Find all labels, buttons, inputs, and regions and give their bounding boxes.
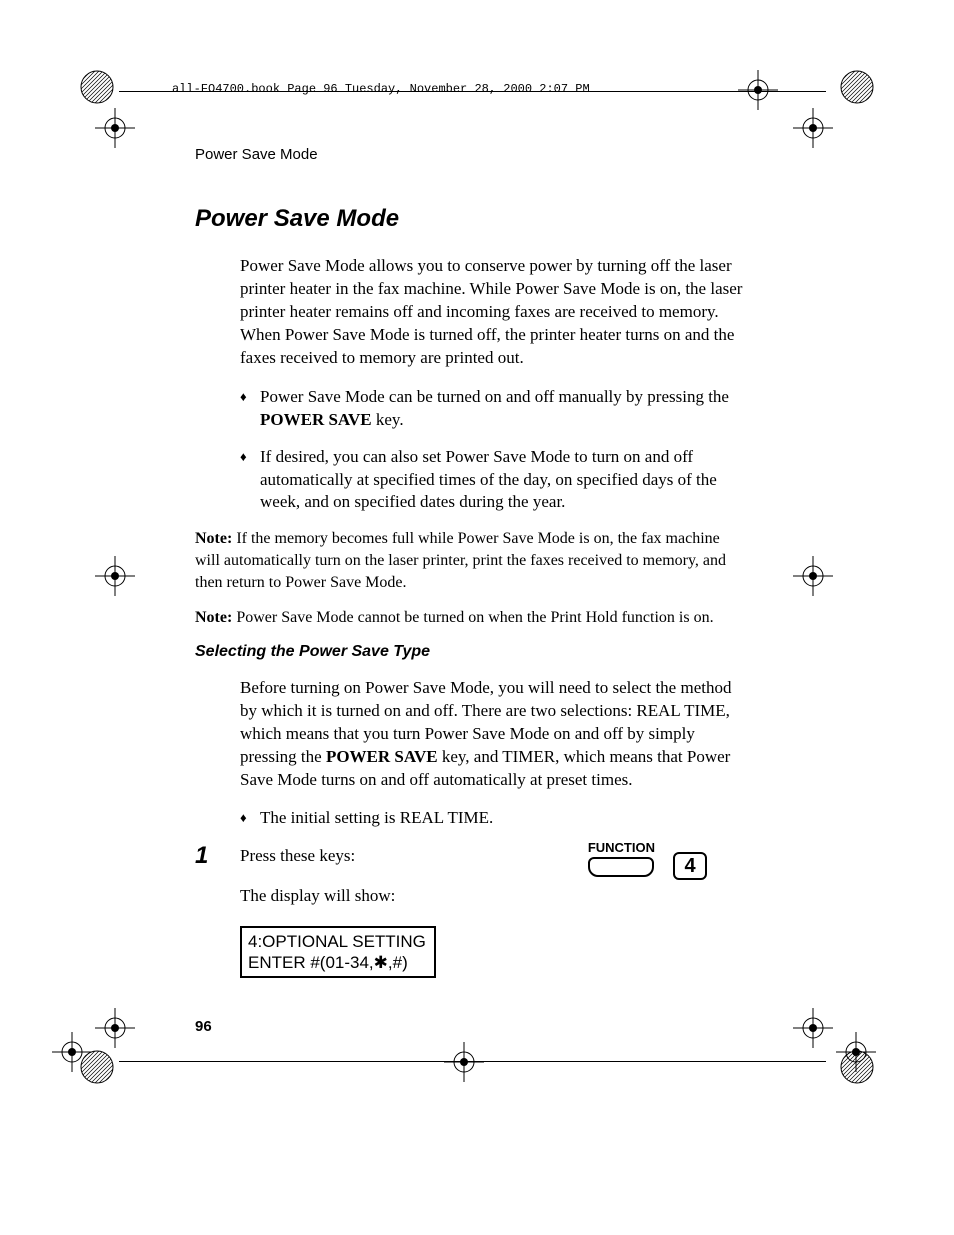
print-mark-icon [840,70,874,104]
registration-mark-icon [793,108,833,148]
registration-mark-icon [793,1008,833,1048]
bullet-item: If desired, you can also set Power Save … [240,446,747,515]
step-row: 1 Press these keys: The display will sho… [195,844,747,978]
registration-mark-icon [836,1032,876,1072]
registration-mark-icon [738,70,778,110]
bullet-list-1: Power Save Mode can be turned on and off… [240,386,747,515]
print-mark-icon [80,70,114,104]
page-number: 96 [195,1018,212,1035]
note-text: If the memory becomes full while Power S… [195,530,726,590]
bullet-list-2: The initial setting is REAL TIME. [240,807,747,830]
subhead-paragraph: Before turning on Power Save Mode, you w… [240,677,747,792]
intro-paragraph: Power Save Mode allows you to conserve p… [240,255,747,370]
subheading: Selecting the Power Save Type [195,643,747,661]
step-number: 1 [195,844,240,868]
note-paragraph: Note: If the memory becomes full while P… [195,528,747,593]
registration-mark-icon [793,556,833,596]
function-key-label: FUNCTION [588,840,655,855]
content-area: Power Save Mode Power Save Mode allows y… [195,205,747,978]
note-label: Note: [195,530,232,547]
registration-mark-icon [95,556,135,596]
book-meta-line: all-FO4700.book Page 96 Tuesday, Novembe… [172,82,590,96]
registration-mark-icon [95,1008,135,1048]
step-instruction: The display will show: [240,884,747,908]
display-line: 4:OPTIONAL SETTING [248,931,426,952]
function-key-icon: FUNCTION [588,840,655,877]
note-paragraph: Note: Power Save Mode cannot be turned o… [195,607,747,629]
registration-mark-icon [95,108,135,148]
page: all-FO4700.book Page 96 Tuesday, Novembe… [0,0,954,1235]
running-header: Power Save Mode [195,146,318,163]
bullet-item: The initial setting is REAL TIME. [240,807,747,830]
number-key-icon: 4 [673,852,707,880]
key-name: POWER SAVE [260,410,372,429]
function-key-shape-icon [588,857,654,877]
bullet-item: Power Save Mode can be turned on and off… [240,386,747,432]
bullet-text: Power Save Mode can be turned on and off… [260,387,729,406]
registration-mark-icon [52,1032,92,1072]
registration-mark-icon [444,1042,484,1082]
bullet-text: key. [372,410,404,429]
key-illustration: FUNCTION 4 [588,840,707,880]
note-text: Power Save Mode cannot be turned on when… [232,609,713,626]
page-title: Power Save Mode [195,205,747,233]
note-label: Note: [195,609,232,626]
lcd-display: 4:OPTIONAL SETTING ENTER #(01-34,✱,#) [240,926,436,979]
display-line: ENTER #(01-34,✱,#) [248,952,426,973]
key-name: POWER SAVE [326,747,438,766]
